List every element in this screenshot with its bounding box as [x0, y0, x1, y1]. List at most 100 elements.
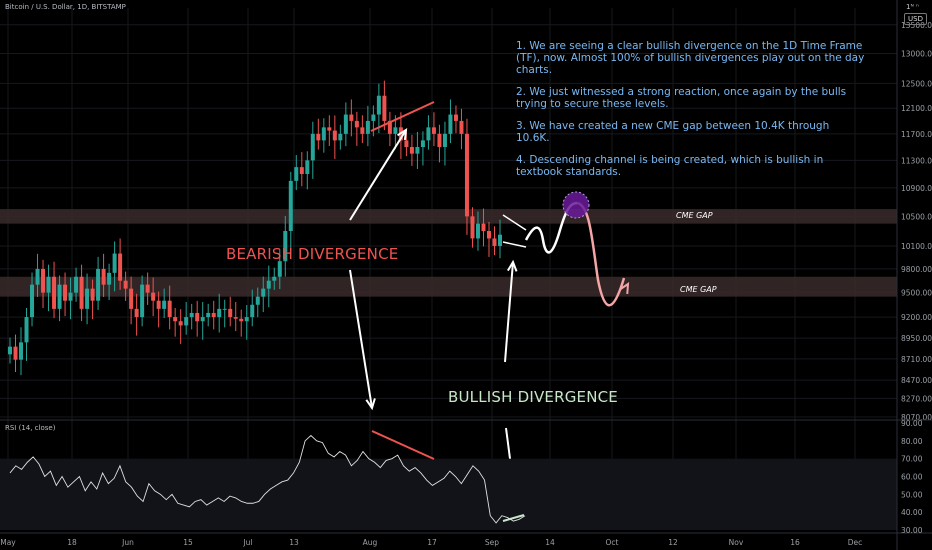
channel-top	[502, 214, 527, 231]
candle-body	[178, 321, 183, 326]
rsi-line	[9, 434, 526, 524]
x-tick-label: Sep	[485, 538, 499, 547]
candle-body	[200, 317, 205, 322]
note-4: 4. Descending channel is being created, …	[516, 154, 824, 178]
cme-gap-band-2	[0, 276, 897, 297]
candle-body	[19, 342, 24, 360]
candle-body	[228, 308, 233, 318]
scale-mode-indicator[interactable]: 1ᴺ ⁿ	[906, 3, 919, 11]
candle-body	[52, 276, 57, 309]
candle-body	[459, 120, 464, 134]
x-tick-label: May	[0, 538, 16, 547]
candle-body	[310, 133, 315, 161]
projection-arrow-head	[619, 282, 630, 295]
candle-body	[343, 114, 348, 134]
candle-body	[283, 230, 288, 262]
candle-body	[162, 300, 167, 309]
candle-body	[371, 114, 376, 121]
y-tick-label: 12500.00	[901, 79, 932, 88]
candle-body	[426, 127, 431, 141]
candle-body	[387, 120, 392, 134]
candle-body	[420, 140, 425, 147]
candle-body	[96, 268, 101, 301]
candle-body	[382, 95, 387, 121]
x-tick-label: 12	[668, 538, 678, 547]
candle-body	[316, 133, 321, 141]
candle-body	[173, 317, 178, 322]
rsi-bullish-trendline	[502, 514, 525, 522]
note-3: 3. We have created a new CME gap between…	[516, 120, 830, 144]
bearish-price-trendline	[370, 101, 435, 132]
cme-gap-lower-label: CME GAP	[680, 285, 717, 294]
bearish-divergence-label: BEARISH DIVERGENCE	[226, 245, 399, 263]
y-tick-label: 9500.00	[901, 289, 932, 298]
candle-body	[244, 317, 249, 322]
candle-body	[393, 127, 398, 134]
note-2: 2. We just witnessed a strong reaction, …	[516, 86, 847, 110]
candle-body	[299, 167, 304, 174]
cme-gap-upper-label: CME GAP	[676, 211, 713, 220]
x-tick-label: 16	[790, 538, 800, 547]
candle-body	[448, 114, 453, 134]
candle-body	[272, 276, 277, 281]
y-tick-label: 13000.00	[901, 50, 932, 59]
candle-body	[294, 167, 299, 181]
candle-body	[305, 160, 310, 174]
y-tick-label: 8470.00	[901, 376, 932, 385]
x-tick-label: 14	[545, 538, 555, 547]
candle-body	[24, 317, 29, 343]
candle-body	[101, 268, 106, 285]
cme-gap-band-1	[0, 209, 897, 224]
rsi-band	[0, 458, 897, 530]
note-1: 1. We are seeing a clear bullish diverge…	[516, 40, 865, 76]
x-tick-label: Jul	[242, 538, 252, 547]
candle-body	[189, 312, 194, 318]
candle-body	[442, 133, 447, 147]
y-tick-label: 9800.00	[901, 265, 932, 274]
candle-body	[365, 120, 370, 134]
y-tick-label: 10100.00	[901, 242, 932, 251]
candle-body	[431, 127, 436, 134]
candle-body	[118, 253, 123, 281]
x-tick-label: Aug	[363, 538, 378, 547]
candle-body	[30, 284, 35, 318]
y-tick-label: 11700.00	[901, 130, 932, 139]
candle-body	[415, 146, 420, 154]
candle-body	[233, 317, 238, 319]
x-tick-label: 13	[289, 538, 299, 547]
rsi-pane	[0, 430, 897, 530]
rsi-y-tick-label: 50.00	[901, 490, 923, 499]
candle-body	[349, 114, 354, 121]
candle-body	[470, 216, 475, 239]
x-tick-label: 18	[67, 538, 77, 547]
candle-body	[195, 312, 200, 322]
x-tick-label: Dec	[848, 538, 863, 547]
candle-body	[90, 288, 95, 301]
candle-body	[239, 318, 244, 322]
y-tick-label: 12100.00	[901, 104, 932, 113]
candle-body	[123, 280, 128, 289]
channel-bottom	[502, 241, 527, 248]
y-tick-label: 11300.00	[901, 156, 932, 165]
analysis-notes: 1. We are seeing a clear bullish diverge…	[516, 40, 866, 188]
candle-body	[13, 346, 18, 360]
rally-arrow-head	[397, 128, 408, 141]
candle-body	[475, 223, 480, 239]
bearish-arrow-head	[365, 398, 376, 411]
y-tick-label: 13500.00	[901, 21, 932, 30]
currency-badge[interactable]: USD	[904, 13, 927, 25]
x-tick-label: Nov	[729, 538, 744, 547]
candle-body	[376, 95, 381, 115]
candle-body	[354, 120, 359, 128]
y-tick-label: 8950.00	[901, 334, 932, 343]
candle-body	[129, 288, 134, 309]
bullish-up-arrow-line	[504, 261, 514, 363]
rsi-y-tick-label: 40.00	[901, 508, 923, 517]
candle-body	[63, 284, 68, 301]
candle-body	[321, 127, 326, 141]
candle-body	[79, 276, 84, 309]
candle-body	[498, 234, 502, 246]
y-tick-label: 8710.00	[901, 355, 932, 364]
candle-body	[327, 127, 332, 131]
